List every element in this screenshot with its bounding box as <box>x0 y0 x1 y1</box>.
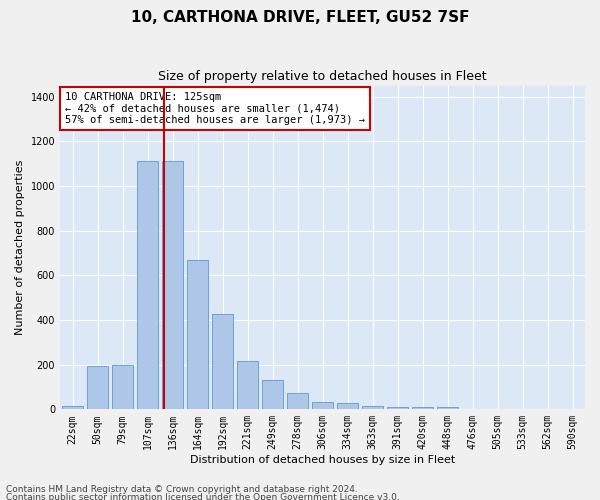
Text: Contains HM Land Registry data © Crown copyright and database right 2024.: Contains HM Land Registry data © Crown c… <box>6 486 358 494</box>
Bar <box>262 380 283 410</box>
Bar <box>62 406 83 409</box>
Bar <box>112 364 133 410</box>
Bar <box>187 260 208 410</box>
Text: Contains public sector information licensed under the Open Government Licence v3: Contains public sector information licen… <box>6 492 400 500</box>
Bar <box>437 407 458 410</box>
Bar <box>337 402 358 409</box>
Bar <box>237 362 258 410</box>
Bar <box>162 162 183 410</box>
Bar <box>412 407 433 410</box>
Bar <box>87 366 108 410</box>
Title: Size of property relative to detached houses in Fleet: Size of property relative to detached ho… <box>158 70 487 83</box>
Bar <box>137 162 158 410</box>
Bar <box>312 402 333 409</box>
Bar <box>387 406 408 410</box>
Bar <box>362 406 383 409</box>
Text: 10, CARTHONA DRIVE, FLEET, GU52 7SF: 10, CARTHONA DRIVE, FLEET, GU52 7SF <box>131 10 469 25</box>
Y-axis label: Number of detached properties: Number of detached properties <box>15 160 25 335</box>
Bar <box>212 314 233 410</box>
Text: 10 CARTHONA DRIVE: 125sqm
← 42% of detached houses are smaller (1,474)
57% of se: 10 CARTHONA DRIVE: 125sqm ← 42% of detac… <box>65 92 365 125</box>
X-axis label: Distribution of detached houses by size in Fleet: Distribution of detached houses by size … <box>190 455 455 465</box>
Bar <box>287 392 308 409</box>
